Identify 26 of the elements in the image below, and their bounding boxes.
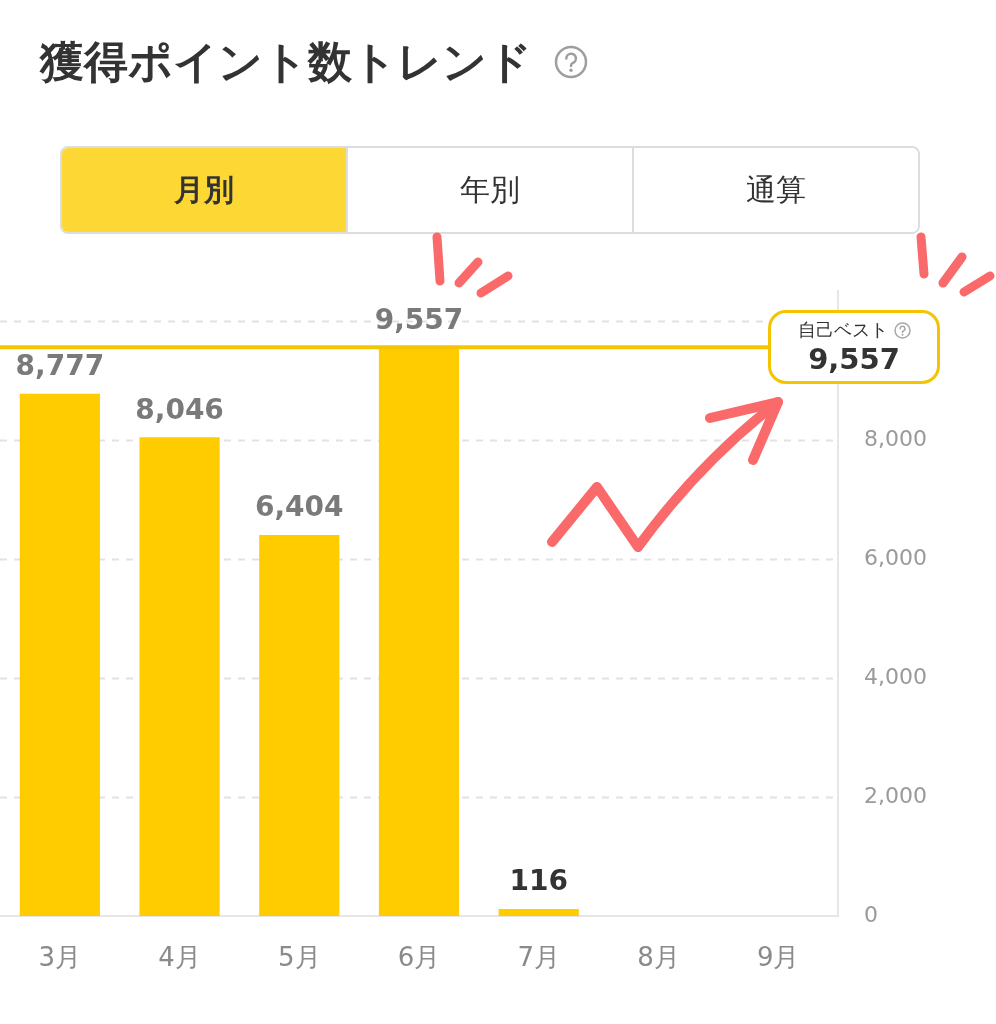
x-tick-label: 5月	[278, 942, 321, 973]
data-label: 8,777	[15, 349, 105, 383]
data-label: 6,404	[255, 490, 344, 524]
data-label: 8,046	[135, 392, 224, 426]
y-tick-label: 6,000	[864, 544, 927, 570]
x-tick-label: 6月	[397, 942, 441, 973]
data-label: 9,557	[374, 302, 464, 336]
bar	[139, 437, 220, 916]
data-label: 116	[509, 864, 568, 898]
ref-line-label: 自己ベスト	[797, 318, 888, 343]
y-tick-label: 2,000	[864, 782, 927, 808]
x-tick-label: 4月	[158, 942, 201, 973]
y-tick-label: 0	[864, 901, 878, 927]
tab-button[interactable]: 通算	[632, 148, 918, 232]
y-tick-label: 4,000	[864, 663, 927, 689]
bar	[259, 534, 340, 916]
bar	[19, 393, 100, 916]
x-tick-label: 9月	[756, 942, 800, 973]
chart-title: 獲得ポイント数トレンド	[40, 35, 532, 89]
y-tick-label: 8,000	[864, 425, 927, 451]
bar	[498, 909, 579, 916]
tab-button[interactable]: 月別	[62, 148, 346, 232]
annotation: 9,557	[807, 342, 901, 377]
x-tick-label: 3月	[38, 942, 82, 973]
x-tick-label: 7月	[517, 942, 560, 973]
x-tick-label: 8月	[637, 942, 680, 973]
